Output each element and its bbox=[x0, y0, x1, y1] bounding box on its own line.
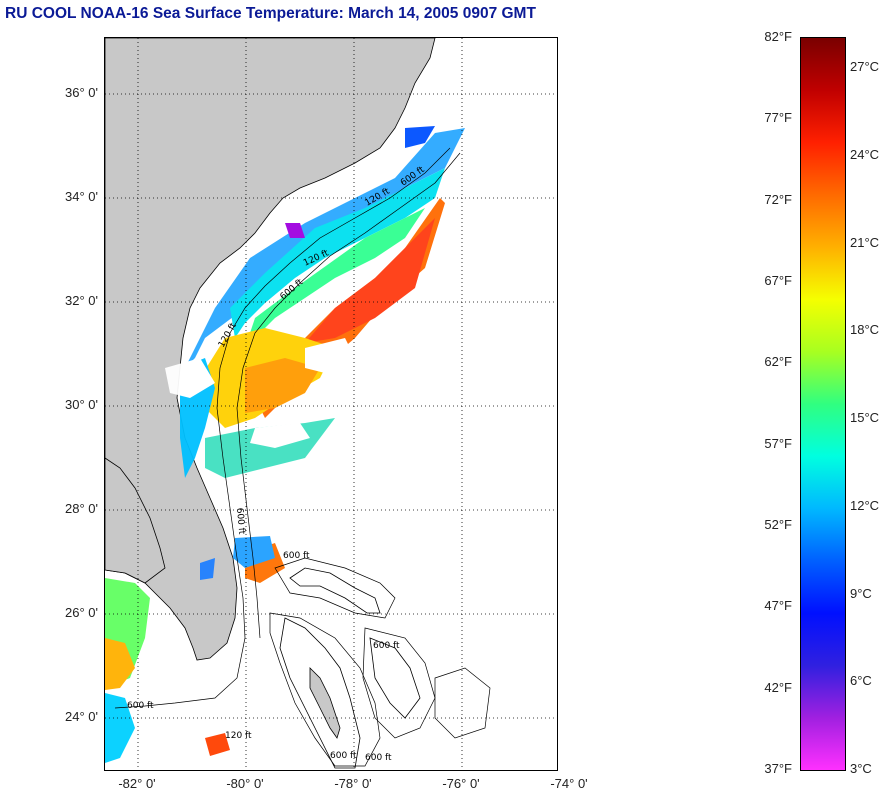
lat-tick-label: 36° 0' bbox=[65, 85, 98, 100]
lat-tick-label: 24° 0' bbox=[65, 709, 98, 724]
land-florida-west bbox=[105, 457, 166, 584]
sst-map[interactable]: 120 ft 600 ft 120 ft 600 ft 120 ft 600 f… bbox=[104, 37, 558, 771]
colorbar-f-label: 67°F bbox=[764, 273, 792, 288]
lat-tick-label: 26° 0' bbox=[65, 605, 98, 620]
colorbar-f-label: 47°F bbox=[764, 598, 792, 614]
lon-tick-label: -80° 0' bbox=[226, 776, 264, 791]
lon-tick-label: -78° 0' bbox=[334, 776, 372, 791]
colorbar-c-label: 24°C bbox=[850, 146, 880, 162]
colorbar-f-label: 57°F bbox=[764, 435, 792, 451]
contour-label: 600 ft bbox=[127, 701, 154, 711]
land-bahamas-1 bbox=[309, 667, 341, 739]
contour-label: 600 ft bbox=[365, 753, 392, 763]
colorbar-f-label: 77°F bbox=[764, 110, 792, 126]
temperature-colorbar bbox=[800, 37, 846, 771]
contour-label: 120 ft bbox=[225, 731, 252, 741]
lon-tick-label: -76° 0' bbox=[442, 776, 480, 791]
sst-swath bbox=[105, 126, 465, 763]
colorbar-c-label: 18°C bbox=[850, 322, 880, 338]
colorbar-f-label: 52°F bbox=[764, 517, 792, 532]
bathymetry-contours bbox=[114, 147, 491, 767]
lat-tick-label: 30° 0' bbox=[65, 397, 98, 412]
colorbar-f-label: 37°F bbox=[764, 761, 792, 776]
contour-label: 600 ft bbox=[330, 751, 357, 761]
lon-tick-label: -82° 0' bbox=[118, 776, 156, 791]
colorbar-f-label: 72°F bbox=[764, 191, 792, 207]
colorbar-c-label: 6°C bbox=[850, 673, 872, 689]
graticule bbox=[105, 38, 557, 770]
map-canvas: 120 ft 600 ft 120 ft 600 ft 120 ft 600 f… bbox=[105, 38, 557, 770]
land-bahamas-3 bbox=[279, 617, 361, 769]
contour-label: 600 ft bbox=[283, 551, 310, 561]
colorbar-c-label: 12°C bbox=[850, 497, 880, 513]
lat-tick-label: 34° 0' bbox=[65, 189, 98, 204]
land-bahamas-4 bbox=[369, 637, 421, 719]
land-bahamas-2 bbox=[289, 567, 381, 614]
contour-label: 600 ft bbox=[373, 641, 400, 651]
lon-tick-label: -74° 0' bbox=[550, 776, 588, 791]
lat-tick-label: 32° 0' bbox=[65, 293, 98, 308]
colorbar-c-label: 27°C bbox=[850, 59, 880, 74]
lat-tick-label: 28° 0' bbox=[65, 501, 98, 516]
colorbar-c-label: 3°C bbox=[850, 761, 872, 776]
colorbar-f-label: 62°F bbox=[764, 354, 792, 370]
colorbar-f-label: 42°F bbox=[764, 679, 792, 695]
colorbar-c-label: 9°C bbox=[850, 585, 872, 601]
map-title: RU COOL NOAA-16 Sea Surface Temperature:… bbox=[5, 5, 536, 22]
colorbar-c-label: 21°C bbox=[850, 234, 880, 250]
colorbar-c-label: 15°C bbox=[850, 410, 880, 425]
colorbar-f-label: 82°F bbox=[764, 29, 792, 44]
contour-label: 600 ft bbox=[234, 507, 246, 535]
